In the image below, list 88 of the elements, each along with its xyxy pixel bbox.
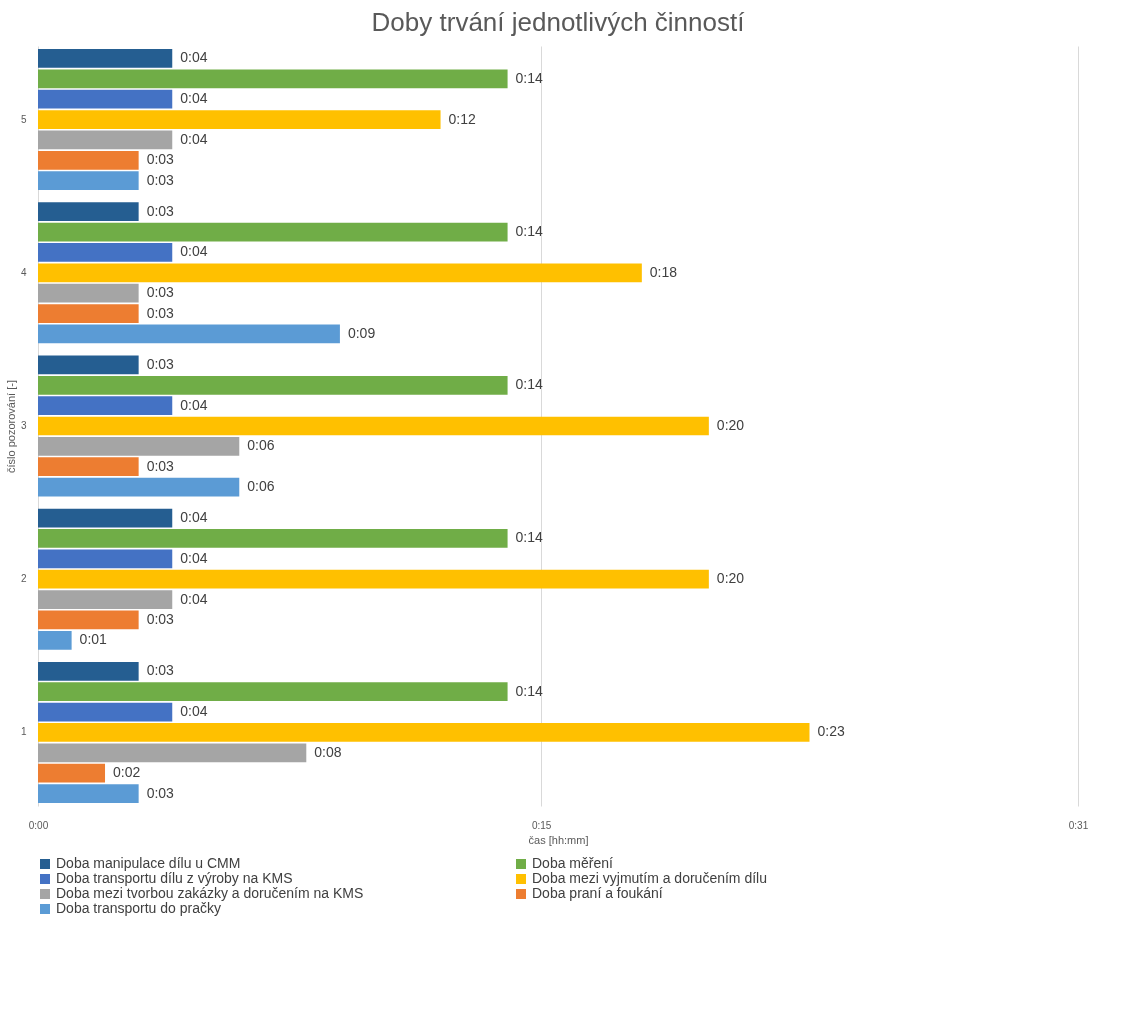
data-label: 0:03 xyxy=(146,355,175,372)
data-label: 0:20 xyxy=(716,417,745,433)
legend-label: Doba transportu dílu z výroby na KMS xyxy=(56,870,293,886)
data-label: 0:03 xyxy=(146,784,175,801)
data-label: 0:03 xyxy=(146,284,175,301)
data-label: 0:12 xyxy=(448,110,477,127)
bar xyxy=(38,171,139,191)
legend-label: Doba transportu do pračky xyxy=(56,900,221,916)
data-label: 0:04 xyxy=(180,49,208,66)
x-tick-label: 0:00 xyxy=(28,819,49,831)
y-axis-title: číslo pozorování [-] xyxy=(4,380,17,473)
data-label: 0:04 xyxy=(180,703,208,720)
bar xyxy=(38,477,240,497)
y-tick-label: 2 xyxy=(20,573,27,585)
legend-label: Doba manipulace dílu u CMM xyxy=(56,855,241,871)
bar xyxy=(38,569,709,589)
data-label: 0:03 xyxy=(146,457,175,474)
data-label: 0:14 xyxy=(515,69,544,86)
bar xyxy=(38,763,106,783)
bar xyxy=(38,283,139,303)
legend-label: Doba mezi vyjmutím a doručením dílu xyxy=(532,870,767,886)
data-label: 0:04 xyxy=(180,590,208,607)
bar xyxy=(38,661,139,681)
data-label: 0:04 xyxy=(180,90,208,107)
data-label: 0:18 xyxy=(649,263,678,280)
data-label: 0:04 xyxy=(180,549,208,566)
bar xyxy=(38,549,173,569)
data-label: 0:08 xyxy=(314,743,342,760)
legend-label: Doba měření xyxy=(532,855,614,871)
data-label: 0:01 xyxy=(79,631,108,648)
data-label: 0:03 xyxy=(146,304,175,321)
legend-label: Doba mezi tvorbou zakázky a doručením na KMS xyxy=(56,885,364,901)
x-axis-title: čas [hh:mm] xyxy=(528,833,589,846)
y-tick-label: 1 xyxy=(20,726,27,738)
bar xyxy=(38,324,340,344)
data-label: 0:03 xyxy=(146,662,175,679)
data-label: 0:06 xyxy=(247,478,275,495)
data-label: 0:14 xyxy=(515,376,544,393)
bar xyxy=(38,150,139,170)
data-label: 0:04 xyxy=(180,243,208,260)
data-label: 0:04 xyxy=(180,130,208,147)
bar xyxy=(38,222,508,242)
legend-label: Doba praní a foukání xyxy=(532,885,663,901)
bar xyxy=(38,355,139,375)
bar xyxy=(38,416,709,436)
bar xyxy=(38,69,508,89)
data-label: 0:14 xyxy=(515,223,544,240)
y-tick-label: 5 xyxy=(20,113,27,125)
bar xyxy=(38,723,810,742)
bar xyxy=(38,49,173,68)
bar xyxy=(38,202,139,222)
bar xyxy=(38,508,173,528)
bar xyxy=(38,529,508,548)
data-label: 0:02 xyxy=(113,764,141,781)
chart-title: Doby trvání jednotlivých činností xyxy=(371,7,746,37)
bar xyxy=(38,682,508,702)
data-label: 0:04 xyxy=(180,396,208,413)
bar xyxy=(38,457,139,477)
bar xyxy=(38,89,173,109)
bar xyxy=(38,130,173,150)
data-label: 0:14 xyxy=(515,529,544,546)
data-label: 0:09 xyxy=(347,324,376,341)
y-tick-label: 3 xyxy=(20,420,27,431)
data-label: 0:04 xyxy=(180,509,208,526)
y-tick-label: 4 xyxy=(20,266,27,278)
bar xyxy=(38,304,139,323)
data-label: 0:14 xyxy=(515,682,544,699)
bar xyxy=(38,375,508,395)
data-label: 0:03 xyxy=(146,171,175,188)
data-label: 0:06 xyxy=(247,437,275,454)
data-label: 0:20 xyxy=(716,570,745,587)
x-tick-label: 0:15 xyxy=(531,819,552,831)
bar xyxy=(38,243,173,262)
bar xyxy=(38,743,307,763)
bar xyxy=(38,110,441,129)
bar xyxy=(38,590,173,609)
x-tick-label: 0:31 xyxy=(1068,819,1089,831)
data-label: 0:23 xyxy=(817,723,845,740)
bar xyxy=(38,630,72,650)
data-label: 0:03 xyxy=(146,610,175,627)
data-label: 0:03 xyxy=(146,202,175,219)
data-label: 0:03 xyxy=(146,151,175,168)
bar xyxy=(38,437,240,456)
bar xyxy=(38,263,642,283)
bar xyxy=(38,610,139,630)
bar xyxy=(38,702,173,722)
bar xyxy=(38,396,173,415)
bar xyxy=(38,784,139,803)
